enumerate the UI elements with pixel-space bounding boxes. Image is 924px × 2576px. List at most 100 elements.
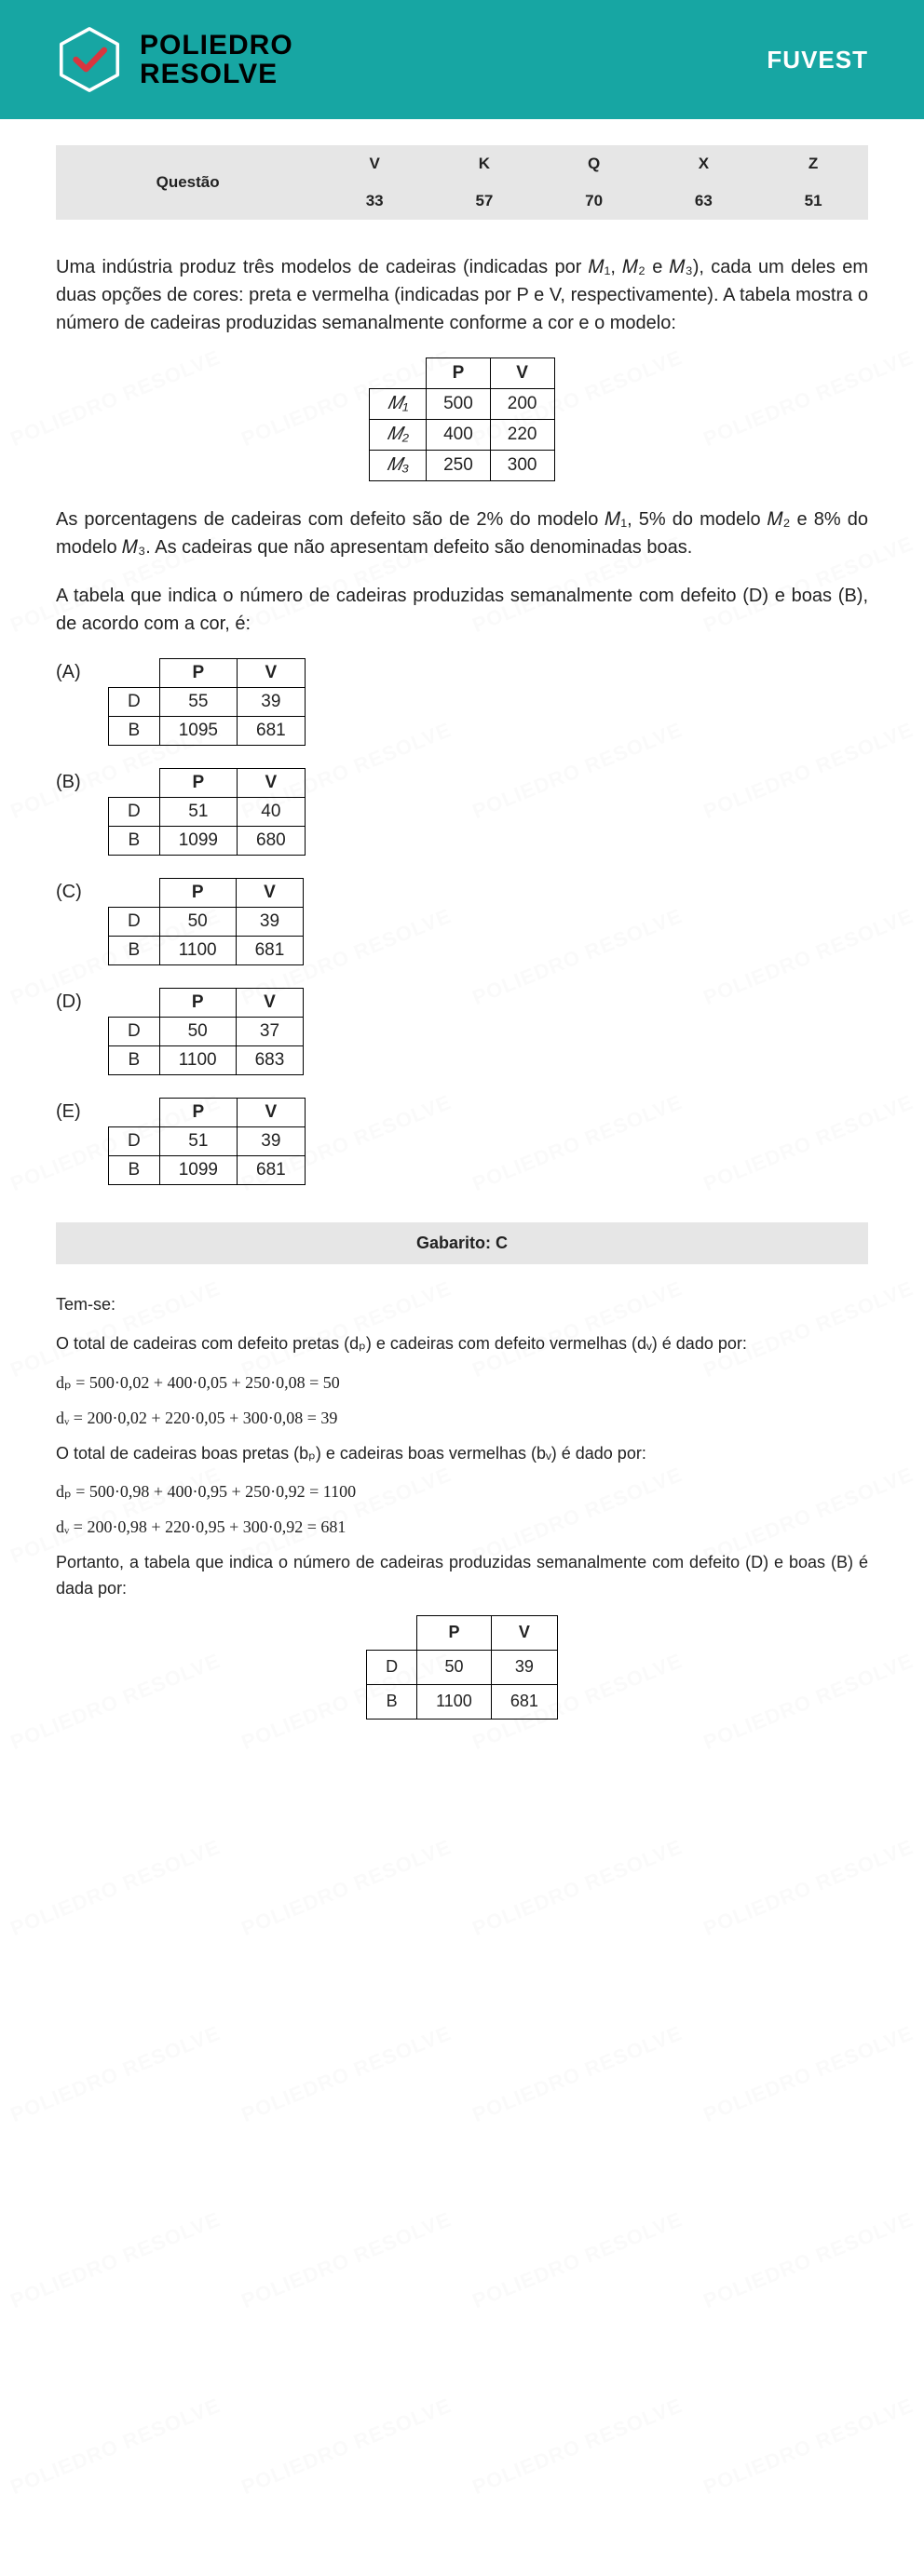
fin-row-B: B — [367, 1684, 417, 1719]
brand-line-2: RESOLVE — [140, 60, 293, 89]
production-table: P V 𝑀₁ 500 200 𝑀₂ 400 220 𝑀₃ 250 300 — [369, 357, 554, 481]
watermark-text: POLIEDRO RESOLVE — [0, 1759, 257, 2017]
opt-cell: 1099 — [159, 827, 237, 856]
col-X: X — [649, 145, 759, 182]
sol-eq-3: dₚ = 500·0,98 + 400·0,95 + 250·0,92 = 11… — [56, 1479, 868, 1505]
option-table: PVD5039B1100681 — [108, 878, 304, 965]
sol-eq-1: dₚ = 500·0,02 + 400·0,05 + 250·0,08 = 50 — [56, 1370, 868, 1396]
opt-hdr: V — [238, 1099, 306, 1127]
option-row: (D)PVD5037B1100683 — [56, 988, 868, 1075]
blank-cell — [109, 989, 160, 1018]
option-letter: (D) — [56, 988, 88, 1013]
fin-hdr-P: P — [417, 1616, 492, 1651]
opt-hdr: V — [238, 769, 306, 798]
sol-eq-4: dᵥ = 200·0,98 + 220·0,95 + 300·0,92 = 68… — [56, 1515, 868, 1541]
opt-cell: 683 — [236, 1046, 304, 1075]
hdr-V: V — [490, 358, 554, 389]
brand-block: POLIEDRO RESOLVE — [140, 31, 293, 89]
solution-final-table: P V D 50 39 B 1100 681 — [366, 1615, 558, 1720]
opt-cell: 681 — [238, 717, 306, 746]
col-Q: Q — [539, 145, 649, 182]
col-Z: Z — [758, 145, 868, 182]
opt-cell: 39 — [236, 908, 304, 937]
opt-cell: 39 — [238, 1127, 306, 1156]
M3-V: 300 — [490, 451, 554, 481]
opt-row-label: B — [109, 1156, 160, 1185]
option-row: (B) PVD5140B1099680 — [56, 768, 868, 856]
question-label: Questão — [56, 145, 319, 220]
solution-block: Tem-se: O total de cadeiras com defeito … — [56, 1292, 868, 1720]
opt-row-label: D — [109, 908, 160, 937]
watermark-text: POLIEDRO RESOLVE — [436, 1759, 720, 2017]
opt-cell: 51 — [159, 1127, 237, 1156]
option-row: (A)PVD5539B1095681 — [56, 658, 868, 746]
problem-paragraph-2: As porcentagens de cadeiras com defeito … — [56, 506, 868, 561]
row-M1: 𝑀₁ — [370, 389, 427, 420]
option-letter: (B) — [56, 768, 88, 793]
blank-cell — [367, 1616, 417, 1651]
col-K: K — [429, 145, 539, 182]
content-area: POLIEDRO RESOLVEPOLIEDRO RESOLVEPOLIEDRO… — [0, 119, 924, 1775]
option-table: PVD5139B1099681 — [108, 1098, 306, 1185]
opt-cell: 40 — [238, 798, 306, 827]
col-V: V — [319, 145, 429, 182]
blank-cell — [109, 1099, 160, 1127]
watermark-text: POLIEDRO RESOLVE — [205, 2131, 489, 2390]
problem-paragraph-1: Uma indústria produz três modelos de cad… — [56, 253, 868, 337]
problem-paragraph-3: A tabela que indica o número de cadeiras… — [56, 582, 868, 638]
sol-line-1: Tem-se: — [56, 1292, 868, 1318]
opt-cell: 51 — [159, 798, 237, 827]
M2-V: 220 — [490, 420, 554, 451]
hex-check-icon — [56, 26, 123, 93]
row-M3: 𝑀₃ — [370, 451, 427, 481]
opt-hdr: P — [159, 1099, 237, 1127]
watermark-text: POLIEDRO RESOLVE — [205, 1759, 489, 2017]
watermark-text: POLIEDRO RESOLVE — [205, 2317, 489, 2576]
fin-D-V: 39 — [491, 1650, 557, 1684]
opt-cell: 50 — [159, 1018, 236, 1046]
options-list: (A)PVD5539B1095681(B)PVD5140B1099680(C)P… — [56, 658, 868, 1185]
M3-P: 250 — [427, 451, 491, 481]
num-K: 57 — [429, 182, 539, 220]
option-letter: (A) — [56, 658, 88, 683]
row-M2: 𝑀₂ — [370, 420, 427, 451]
opt-cell: 39 — [238, 688, 306, 717]
fin-B-V: 681 — [491, 1684, 557, 1719]
watermark-text: POLIEDRO RESOLVE — [667, 2317, 924, 2576]
watermark-text: POLIEDRO RESOLVE — [667, 2131, 924, 2390]
watermark-text: POLIEDRO RESOLVE — [0, 2317, 257, 2576]
fin-D-P: 50 — [417, 1650, 492, 1684]
opt-cell: 1100 — [159, 1046, 236, 1075]
exam-name: FUVEST — [767, 46, 868, 74]
blank-cell — [109, 769, 160, 798]
page-header: POLIEDRO RESOLVE FUVEST — [0, 0, 924, 119]
fin-row-D: D — [367, 1650, 417, 1684]
option-table: PVD5539B1095681 — [108, 658, 306, 746]
question-number-table: Questão V K Q X Z 33 57 70 63 51 — [56, 145, 868, 220]
option-row: (C)PVD5039B1100681 — [56, 878, 868, 965]
opt-cell: 1095 — [159, 717, 237, 746]
sol-line-4: Portanto, a tabela que indica o número d… — [56, 1550, 868, 1602]
sol-line-3: O total de cadeiras boas pretas (bₚ) e c… — [56, 1441, 868, 1467]
watermark-text: POLIEDRO RESOLVE — [436, 2131, 720, 2390]
blank-cell — [370, 358, 427, 389]
option-table: PVD5140B1099680 — [108, 768, 306, 856]
opt-cell: 1100 — [159, 937, 236, 965]
opt-cell: 1099 — [159, 1156, 237, 1185]
opt-hdr: P — [159, 879, 236, 908]
fin-B-P: 1100 — [417, 1684, 492, 1719]
opt-hdr: V — [236, 879, 304, 908]
hdr-P: P — [427, 358, 491, 389]
opt-row-label: B — [109, 717, 160, 746]
watermark-text: POLIEDRO RESOLVE — [205, 1945, 489, 2204]
M1-P: 500 — [427, 389, 491, 420]
sol-eq-2: dᵥ = 200·0,02 + 220·0,05 + 300·0,08 = 39 — [56, 1406, 868, 1432]
M1-V: 200 — [490, 389, 554, 420]
option-row: (E)PVD5139B1099681 — [56, 1098, 868, 1185]
blank-cell — [109, 879, 160, 908]
opt-cell: 680 — [238, 827, 306, 856]
opt-hdr: P — [159, 659, 237, 688]
M2-P: 400 — [427, 420, 491, 451]
watermark-text: POLIEDRO RESOLVE — [667, 1945, 924, 2204]
option-letter: (C) — [56, 878, 88, 903]
